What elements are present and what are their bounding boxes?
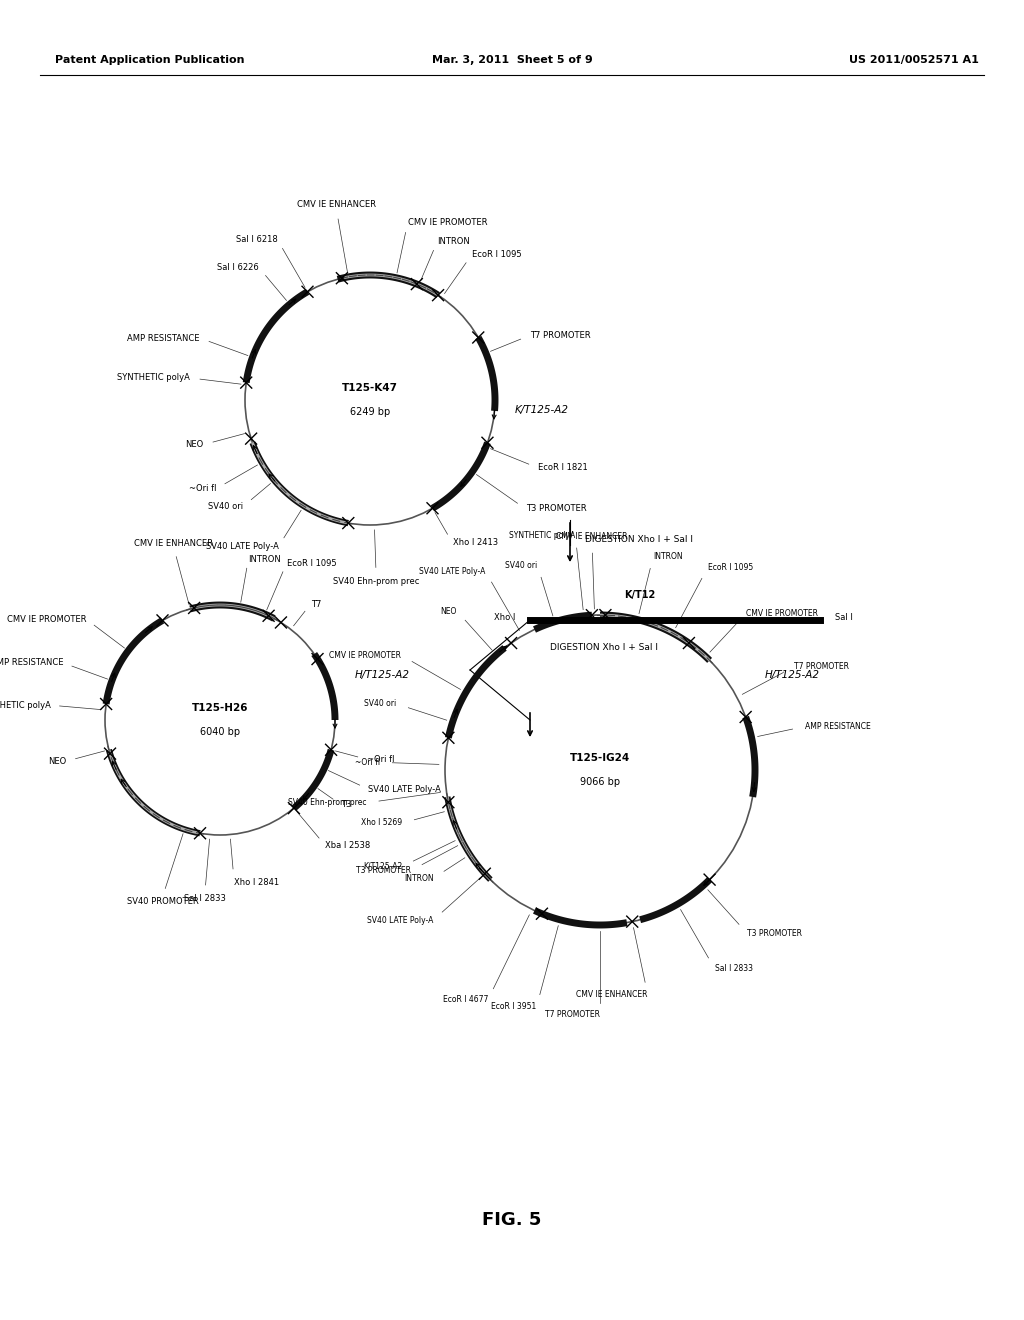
Text: SV40 Ehn-prom prec: SV40 Ehn-prom prec xyxy=(288,799,367,808)
Text: K/T125-A2: K/T125-A2 xyxy=(362,862,402,871)
Text: 9066 bp: 9066 bp xyxy=(580,777,621,787)
Text: Xho I 2413: Xho I 2413 xyxy=(453,539,498,548)
Text: SV40 LATE Poly-A: SV40 LATE Poly-A xyxy=(368,784,441,793)
Text: ~Ori fl: ~Ori fl xyxy=(367,755,394,764)
Text: EcoR I 1095: EcoR I 1095 xyxy=(472,249,521,259)
Text: SV40 PROMOTER: SV40 PROMOTER xyxy=(127,898,199,907)
Text: EcoR I 3951: EcoR I 3951 xyxy=(492,1002,537,1011)
Text: SV40 ori: SV40 ori xyxy=(209,502,244,511)
Text: Sal I 6226: Sal I 6226 xyxy=(217,264,259,272)
Text: SV40 LATE Poly-A: SV40 LATE Poly-A xyxy=(206,541,279,550)
Text: EcoR I 4677: EcoR I 4677 xyxy=(442,995,487,1005)
Text: SV40 ori: SV40 ori xyxy=(505,561,538,570)
Text: INTRON: INTRON xyxy=(653,552,683,561)
Text: Xho I: Xho I xyxy=(494,614,515,623)
Text: DIGESTION Xho I + Sal I: DIGESTION Xho I + Sal I xyxy=(550,644,658,652)
Text: T125-K47: T125-K47 xyxy=(342,383,398,393)
Text: AMP RESISTANCE: AMP RESISTANCE xyxy=(127,334,200,342)
Text: CMV IE ENHANCER: CMV IE ENHANCER xyxy=(134,539,213,548)
Text: 6249 bp: 6249 bp xyxy=(350,407,390,417)
Text: EcoR I 1095: EcoR I 1095 xyxy=(287,558,336,568)
Text: FIG. 5: FIG. 5 xyxy=(482,1210,542,1229)
Text: CMV IE PROMOTER: CMV IE PROMOTER xyxy=(330,651,401,660)
Text: T7 PROMOTER: T7 PROMOTER xyxy=(545,1010,600,1019)
Text: INTRON: INTRON xyxy=(437,236,470,246)
Text: EcoR I 1821: EcoR I 1821 xyxy=(538,463,588,473)
Text: K/T125-A2: K/T125-A2 xyxy=(515,405,569,414)
Text: T125-H26: T125-H26 xyxy=(191,704,248,713)
Text: Sal I 2833: Sal I 2833 xyxy=(184,894,225,903)
Text: NEO: NEO xyxy=(185,440,204,449)
Text: H/T125-A2: H/T125-A2 xyxy=(765,671,820,680)
Text: SV40 LATE Poly-A: SV40 LATE Poly-A xyxy=(367,916,433,925)
Text: Mar. 3, 2011  Sheet 5 of 9: Mar. 3, 2011 Sheet 5 of 9 xyxy=(432,55,592,65)
Text: NEO: NEO xyxy=(48,756,67,766)
Text: K/T12: K/T12 xyxy=(625,590,655,601)
Text: T7 PROMOTER: T7 PROMOTER xyxy=(795,663,849,671)
Text: T7 PROMOTER: T7 PROMOTER xyxy=(530,331,591,339)
Text: CMV IE PROMOTER: CMV IE PROMOTER xyxy=(7,615,87,624)
Text: US 2011/0052571 A1: US 2011/0052571 A1 xyxy=(849,55,979,65)
Text: AMP RESISTANCE: AMP RESISTANCE xyxy=(0,659,63,668)
Text: T3 PROMOTER: T3 PROMOTER xyxy=(748,929,802,939)
Text: ~Ori fl: ~Ori fl xyxy=(355,758,380,767)
Text: INTRON: INTRON xyxy=(404,874,433,883)
Text: SYNTHETIC polyA: SYNTHETIC polyA xyxy=(117,374,190,383)
Text: Patent Application Publication: Patent Application Publication xyxy=(55,55,245,65)
Text: Xba I 2538: Xba I 2538 xyxy=(325,841,371,850)
Text: T3 PROMOTER: T3 PROMOTER xyxy=(356,866,412,875)
Text: Xho I 2841: Xho I 2841 xyxy=(233,878,279,887)
Text: SV40 LATE Poly-A: SV40 LATE Poly-A xyxy=(419,566,485,576)
Text: NEO: NEO xyxy=(440,607,457,615)
Text: CMV IE ENHANCER: CMV IE ENHANCER xyxy=(577,990,648,999)
Text: H/T125-A2: H/T125-A2 xyxy=(355,671,410,680)
Text: AMP RESISTANCE: AMP RESISTANCE xyxy=(805,722,870,731)
Text: CMV IE ENHANCER: CMV IE ENHANCER xyxy=(556,532,628,541)
Text: SYNTHETIC polyA: SYNTHETIC polyA xyxy=(0,701,50,710)
Text: T7: T7 xyxy=(310,599,321,609)
Text: CMV IE PROMOTER: CMV IE PROMOTER xyxy=(745,609,818,618)
Text: CMV IE ENHANCER: CMV IE ENHANCER xyxy=(297,201,376,209)
Text: T3: T3 xyxy=(341,800,351,809)
Text: EcoR I 1095: EcoR I 1095 xyxy=(708,562,753,572)
Text: T3 PROMOTER: T3 PROMOTER xyxy=(525,504,587,513)
Text: 6040 bp: 6040 bp xyxy=(200,727,240,737)
Text: Sal I: Sal I xyxy=(835,614,853,623)
Text: INTRON: INTRON xyxy=(249,554,282,564)
Text: CMV IE PROMOTER: CMV IE PROMOTER xyxy=(408,218,487,227)
Text: Sal I 6218: Sal I 6218 xyxy=(236,235,278,244)
Text: ~Ori fl: ~Ori fl xyxy=(188,484,216,494)
Text: SV40 Ehn-prom prec: SV40 Ehn-prom prec xyxy=(333,577,420,586)
Text: Xho I 5269: Xho I 5269 xyxy=(361,818,402,828)
Text: DIGESTION Xho I + Sal I: DIGESTION Xho I + Sal I xyxy=(585,536,693,544)
Text: SYNTHETIC polyA: SYNTHETIC polyA xyxy=(509,531,575,540)
Text: Sal I 2833: Sal I 2833 xyxy=(715,964,753,973)
Text: T125-IG24: T125-IG24 xyxy=(570,752,630,763)
Text: SV40 ori: SV40 ori xyxy=(365,700,396,709)
